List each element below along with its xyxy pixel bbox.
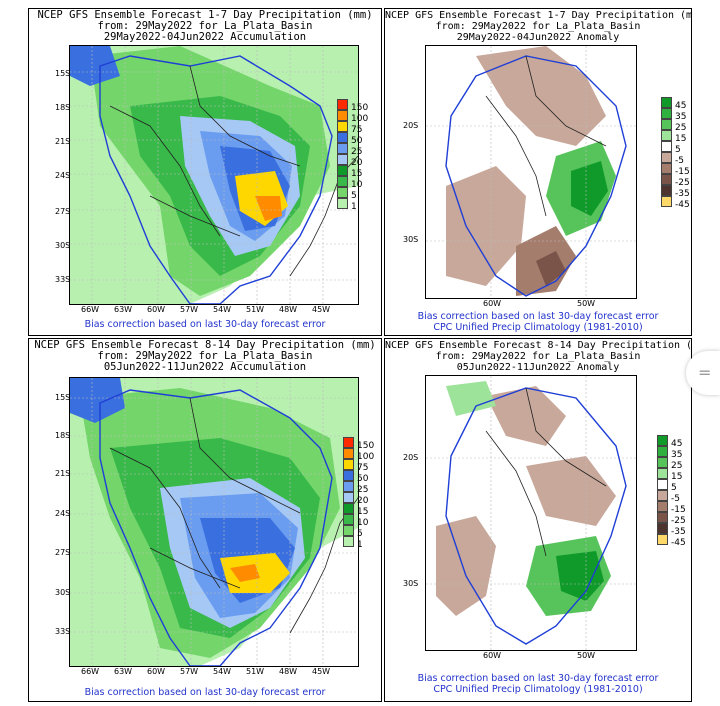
- menu-icon: =: [698, 363, 712, 382]
- panel-anom-week2: NCEP GFS Ensemble Forecast 8-14 Day Prec…: [384, 338, 692, 702]
- panel-title: NCEP GFS Ensemble Forecast 1-7 Day Preci…: [37, 9, 373, 43]
- panel-accum-week1: NCEP GFS Ensemble Forecast 1-7 Day Preci…: [28, 8, 382, 336]
- precip-map: [69, 45, 359, 305]
- panel-title: NCEP GFS Ensemble Forecast 8-14 Day Prec…: [385, 340, 692, 373]
- panel-footer: Bias correction based on last 30-day for…: [84, 687, 326, 698]
- panel-anom-week1: NCEP GFS Ensemble Forecast 1-7 Day Preci…: [384, 8, 692, 336]
- precip-map: [69, 377, 359, 667]
- anomaly-map: [425, 375, 637, 651]
- panel-accum-week2: NCEP GFS Ensemble Forecast 8-14 Day Prec…: [28, 338, 382, 702]
- side-menu-button[interactable]: =: [686, 351, 720, 395]
- panel-title: NCEP GFS Ensemble Forecast 1-7 Day Preci…: [385, 10, 692, 43]
- panel-footer: Bias correction based on last 30-day for…: [84, 319, 326, 330]
- panel-footer: Bias correction based on last 30-day for…: [417, 311, 659, 333]
- anomaly-map: [425, 45, 637, 299]
- panel-footer: Bias correction based on last 30-day for…: [417, 673, 659, 695]
- panel-title: NCEP GFS Ensemble Forecast 8-14 Day Prec…: [34, 339, 376, 373]
